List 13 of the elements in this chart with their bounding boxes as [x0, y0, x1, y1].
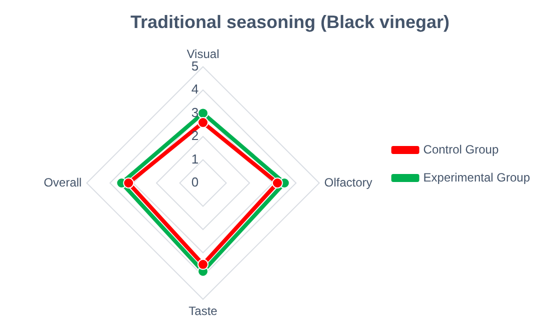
spoke-label: Olfactory	[324, 175, 372, 190]
spoke-label: Taste	[188, 304, 218, 318]
y-tick-label: 3	[191, 104, 199, 120]
spoke-label: Overall	[44, 175, 82, 190]
y-tick-label: 4	[191, 82, 199, 97]
y-tick-label: 1	[191, 151, 199, 166]
y-tick-label: 5	[191, 58, 199, 74]
chart-title: Traditional seasoning (Black vinegar)	[130, 12, 450, 32]
y-tick-label: 0	[191, 174, 199, 190]
legend-label: Experimental Group	[423, 170, 530, 184]
y-tick-label: 2	[191, 128, 199, 144]
spoke-label: Visual	[186, 46, 220, 61]
legend-label: Control Group	[423, 142, 499, 156]
